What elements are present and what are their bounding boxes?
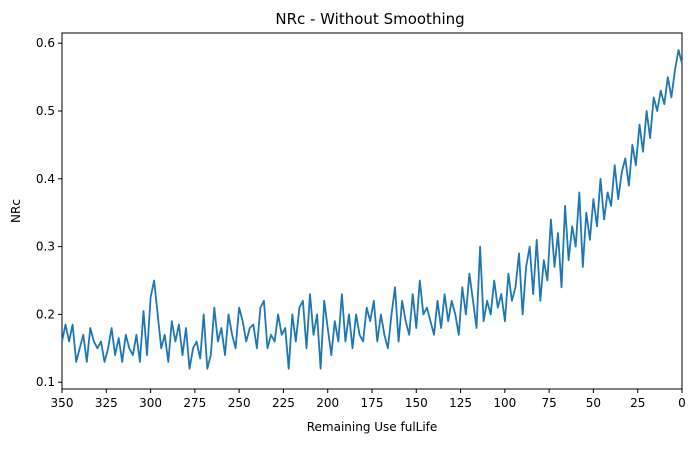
- series-layer: [61, 49, 683, 370]
- x-tick-label: 100: [493, 396, 516, 410]
- y-tick-label: 0.2: [36, 307, 55, 321]
- plot-area: [61, 32, 683, 390]
- x-tick-label: 250: [228, 396, 251, 410]
- x-tick-label: 325: [95, 396, 118, 410]
- y-tick-label: 0.6: [36, 36, 55, 50]
- x-tick-label: 175: [361, 396, 384, 410]
- x-tick-label: 0: [678, 396, 686, 410]
- series-line: [61, 49, 683, 370]
- x-tick-label: 150: [405, 396, 428, 410]
- y-tick-label: 0.4: [36, 172, 55, 186]
- y-tick-label: 0.3: [36, 240, 55, 254]
- chart-title: NRc - Without Smoothing: [275, 10, 464, 28]
- x-tick-label: 25: [630, 396, 645, 410]
- y-tick-label: 0.5: [36, 104, 55, 118]
- y-tick-label: 0.1: [36, 375, 55, 389]
- x-tick-label: 300: [139, 396, 162, 410]
- x-tick-label: 275: [183, 396, 206, 410]
- y-axis-label: NRc: [9, 199, 23, 223]
- x-axis-label: Remaining Use fulLife: [307, 420, 438, 434]
- x-tick-label: 50: [586, 396, 601, 410]
- x-tick-label: 125: [449, 396, 472, 410]
- x-axis: 350 325 300 275 250 225 200 175 150 125 100 75 50 25 0: [51, 389, 686, 410]
- x-tick-label: 200: [316, 396, 339, 410]
- y-axis: 0.1 0.2 0.3 0.4 0.5 0.6: [36, 36, 62, 389]
- x-tick-label: 75: [542, 396, 557, 410]
- x-tick-label: 350: [51, 396, 74, 410]
- x-tick-label: 225: [272, 396, 295, 410]
